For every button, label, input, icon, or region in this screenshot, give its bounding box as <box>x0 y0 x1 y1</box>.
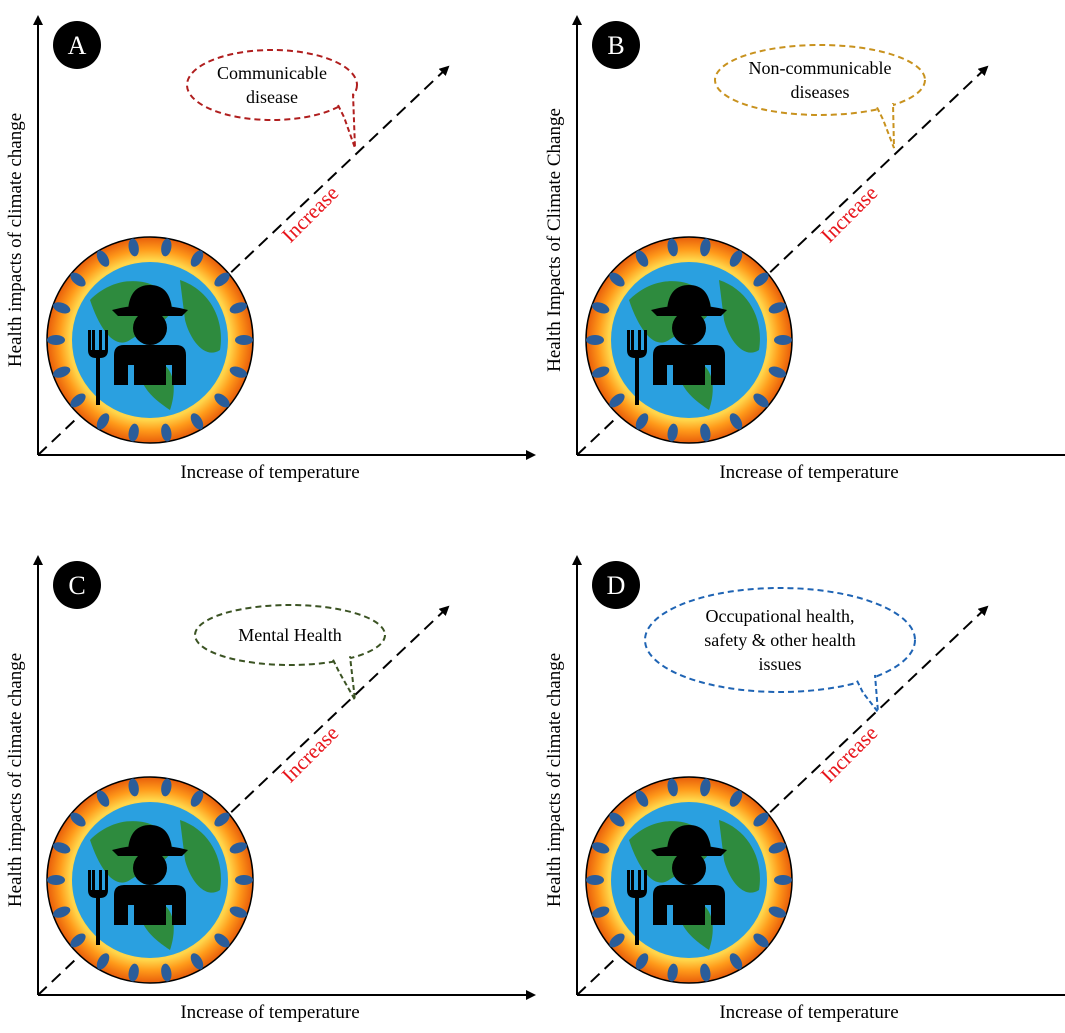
speech-bubble: Communicable disease <box>187 50 357 148</box>
flame <box>586 335 604 345</box>
panel: D Health impacts of climate change Increas… <box>544 557 1065 1023</box>
x-axis-label: Increase of temperature <box>180 462 359 483</box>
head <box>672 851 706 885</box>
body <box>114 345 186 385</box>
y-axis-label: Health impacts of climate change <box>544 653 565 907</box>
arrow-label: Increase <box>277 721 343 787</box>
bubble-text: Communicable <box>217 63 327 83</box>
y-axis-label: Health impacts of climate change <box>5 653 26 907</box>
x-axis-label: Increase of temperature <box>719 462 898 483</box>
arrow-label: Increase <box>816 181 882 247</box>
head <box>133 311 167 345</box>
flame <box>235 875 253 885</box>
arrow-label: Increase <box>816 721 882 787</box>
arrow-label: Increase <box>277 181 343 247</box>
globe-icon <box>586 237 792 443</box>
panel-letter: C <box>68 571 85 600</box>
x-axis-label: Increase of temperature <box>719 1002 898 1023</box>
panel-letter: B <box>607 31 624 60</box>
bubble-text: safety & other health <box>704 630 855 650</box>
speech-bubble: Non-communicable diseases <box>715 45 925 148</box>
bubble-outline <box>715 45 925 115</box>
x-axis-label: Increase of temperature <box>180 1002 359 1023</box>
bubble-text: diseases <box>791 82 850 102</box>
bubble-tail <box>877 103 894 148</box>
flame <box>774 335 792 345</box>
body <box>114 885 186 925</box>
head <box>133 851 167 885</box>
body <box>653 885 725 925</box>
speech-bubble: Occupational health, safety & other healt… <box>645 588 915 712</box>
bubble-text: Occupational health, <box>706 606 855 626</box>
bubble-outline <box>187 50 357 120</box>
globe-icon <box>586 777 792 983</box>
bubble-text: issues <box>758 654 801 674</box>
panel-letter: A <box>68 31 87 60</box>
panel-letter: D <box>607 571 626 600</box>
flame <box>47 335 65 345</box>
bubble-text: Mental Health <box>238 625 341 645</box>
y-axis-label: Health impacts of climate change <box>5 113 26 367</box>
bubble-text: Non-communicable <box>749 58 892 78</box>
globe-icon <box>47 237 253 443</box>
panel: B Health Impacts of Climate Change Increas… <box>544 17 1065 483</box>
body <box>653 345 725 385</box>
flame <box>47 875 65 885</box>
bubble-tail <box>857 675 878 712</box>
y-axis-label: Health Impacts of Climate Change <box>544 108 565 372</box>
figure: A Health impacts of climate change Increas… <box>0 0 1065 1033</box>
panel: A Health impacts of climate change Increas… <box>5 17 534 483</box>
flame <box>235 335 253 345</box>
speech-bubble: Mental Health <box>195 605 385 700</box>
bubble-tail <box>333 656 355 700</box>
head <box>672 311 706 345</box>
bubble-text: disease <box>246 87 298 107</box>
panel: C Health impacts of climate change Increas… <box>5 557 534 1023</box>
flame <box>774 875 792 885</box>
globe-icon <box>47 777 253 983</box>
flame <box>586 875 604 885</box>
